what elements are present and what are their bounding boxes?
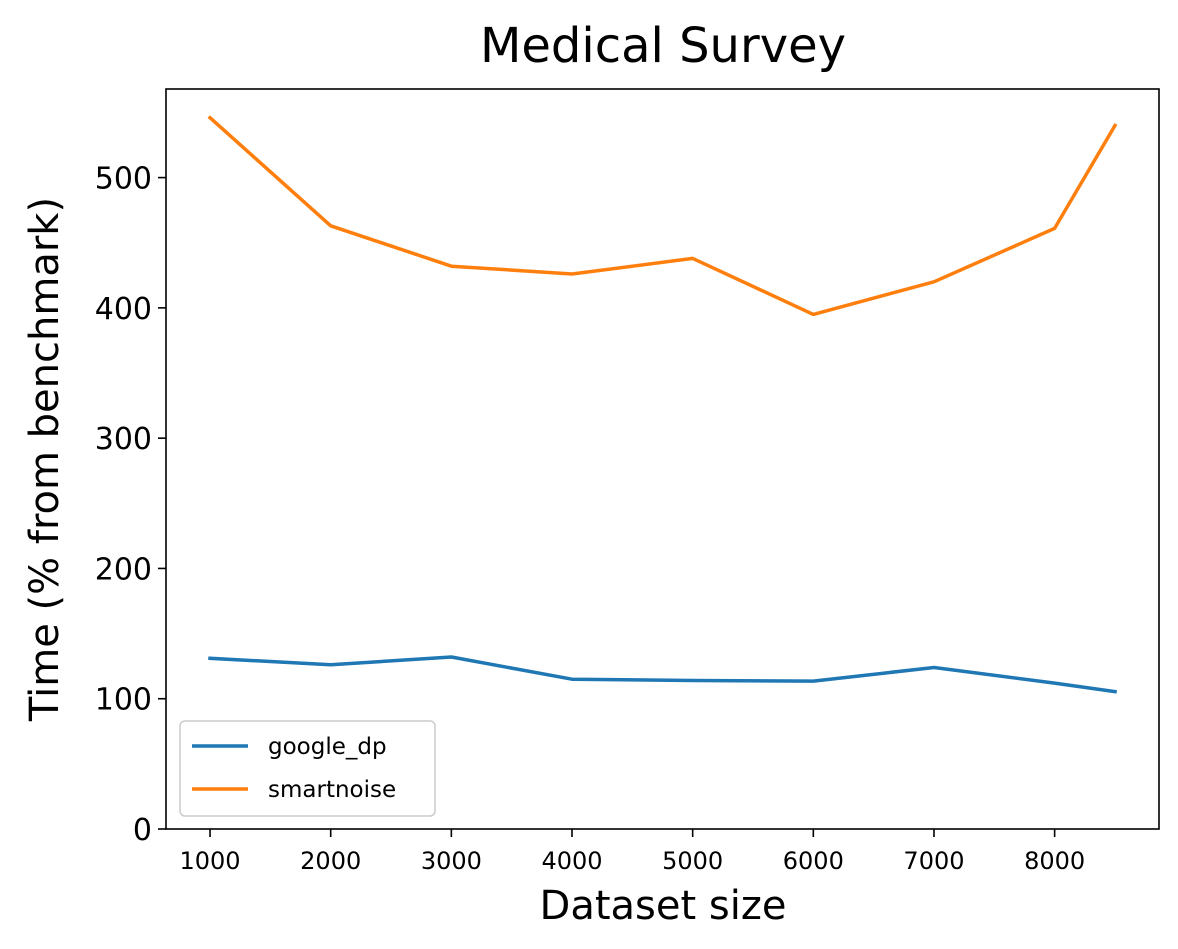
- legend-label-smartnoise: smartnoise: [268, 777, 396, 803]
- plot-frame: [165, 88, 1160, 830]
- y-tick-label: 0: [133, 813, 152, 848]
- legend-label-google_dp: google_dp: [268, 734, 387, 760]
- x-tick-label: 1000: [180, 847, 241, 875]
- series-line-google_dp: [208, 655, 1117, 694]
- y-tick-label: 200: [95, 552, 152, 587]
- plot-area: 1000 2000 3000 4000 5000 6000 7000 8000 0 100 200 3…: [95, 88, 1160, 875]
- y-tick-label: 400: [95, 292, 152, 327]
- y-axis-label: Time (% from benchmark): [22, 197, 68, 722]
- x-axis-label: Dataset size: [540, 883, 787, 929]
- x-tick-label: 4000: [541, 847, 602, 875]
- series-line-smartnoise: [207, 115, 1118, 317]
- chart-title: Medical Survey: [480, 18, 846, 74]
- x-tick-label: 5000: [662, 847, 723, 875]
- x-tick-label: 6000: [783, 847, 844, 875]
- x-tick-label: 8000: [1024, 847, 1085, 875]
- y-tick-label: 300: [95, 422, 152, 457]
- y-tick-label: 100: [95, 683, 152, 718]
- x-tick-label: 2000: [300, 847, 361, 875]
- y-tick-label: 500: [95, 162, 152, 197]
- x-tick-label: 7000: [903, 847, 964, 875]
- x-tick-label: 3000: [421, 847, 482, 875]
